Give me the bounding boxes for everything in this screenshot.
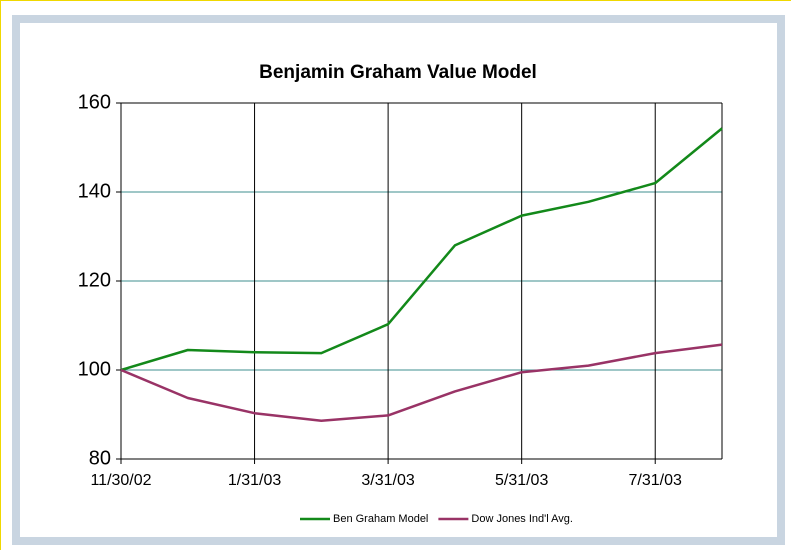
frame [12,15,785,545]
y-tick-label: 140 [78,180,111,202]
y-tick-label: 80 [89,447,111,469]
y-tick-label: 160 [78,91,111,113]
y-tick-label: 100 [78,358,111,380]
x-tick-label: 3/31/03 [361,472,414,489]
x-tick-label: 11/30/02 [90,472,151,489]
x-tick-label: 7/31/03 [629,472,682,489]
chart-title: Benjamin Graham Value Model [259,62,537,83]
x-tick-label: 1/31/03 [228,472,281,489]
series-line [120,127,723,372]
legend-label: Dow Jones Ind'l Avg. [471,513,573,525]
x-tick-label: 5/31/03 [495,472,548,489]
legend-label: Ben Graham Model [333,513,428,525]
y-tick-label: 120 [78,269,111,291]
series-line [120,343,723,422]
